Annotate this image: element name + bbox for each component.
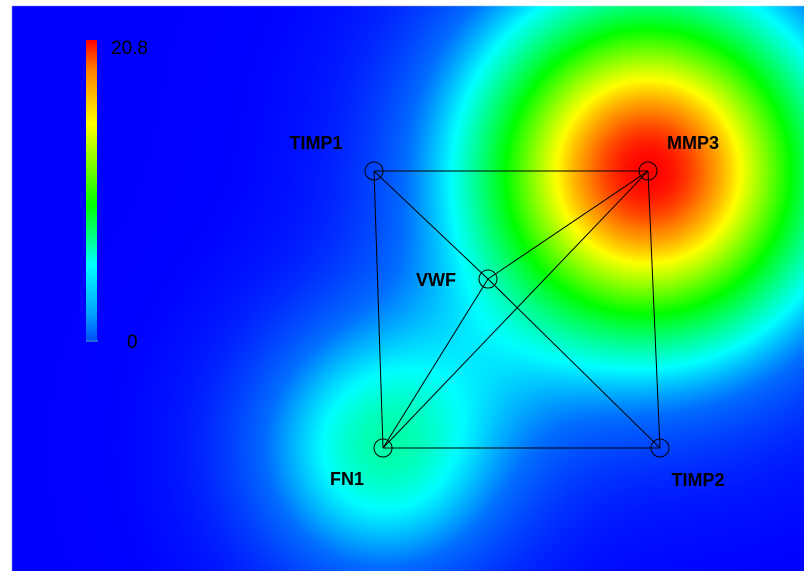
node-label-vwf: VWF: [416, 270, 456, 290]
color-scale-min-tick: [86, 340, 98, 342]
node-vwf: [478, 269, 498, 289]
node-timp2: [650, 438, 670, 458]
edge-vwf-timp2: [487, 278, 661, 449]
node-fn1: [373, 438, 393, 458]
edge-vwf-mmp3: [487, 170, 649, 280]
color-scale-max-label: 20.8: [111, 38, 148, 59]
node-label-timp2: TIMP2: [671, 470, 724, 490]
edge-vwf-fn1: [382, 278, 489, 449]
edge-timp1-fn1: [373, 170, 384, 449]
node-mmp3: [638, 161, 658, 181]
node-label-fn1: FN1: [330, 469, 364, 489]
edge-mmp3-timp2: [647, 170, 661, 449]
node-label-timp1: TIMP1: [289, 133, 342, 153]
edge-mmp3-fn1: [382, 170, 649, 449]
color-scale-min-label: 0: [127, 332, 138, 353]
edge-timp1-vwf: [373, 170, 489, 280]
color-scale-bar: [86, 40, 97, 340]
node-label-mmp3: MMP3: [667, 133, 719, 153]
node-timp1: [364, 161, 384, 181]
